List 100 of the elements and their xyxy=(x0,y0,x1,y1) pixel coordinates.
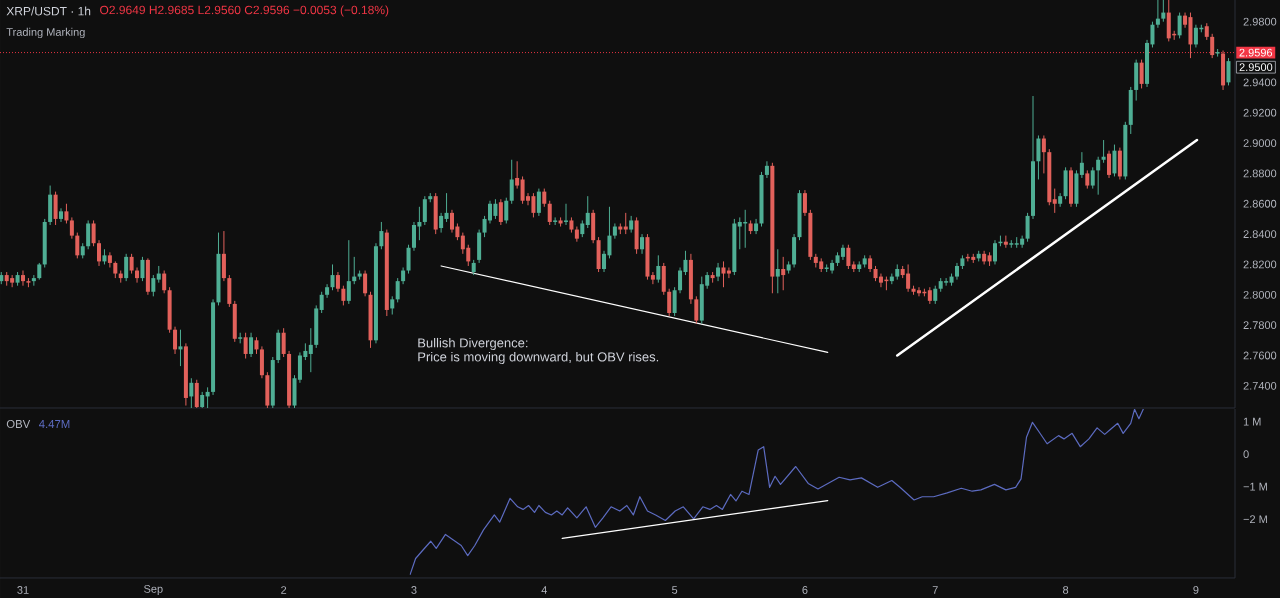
y-tick-label: 2.9200 xyxy=(1243,108,1277,117)
x-tick-label: 6 xyxy=(802,586,808,594)
candlestick xyxy=(640,233,645,255)
candlestick xyxy=(162,270,167,294)
candlestick xyxy=(1079,151,1084,179)
candlestick xyxy=(542,188,547,208)
annotation: Price is moving downward, but OBV rises. xyxy=(418,351,659,365)
candlestick xyxy=(341,285,346,306)
y-tick-label: 2.7400 xyxy=(1243,381,1277,390)
y-tick-label: 2.8600 xyxy=(1243,199,1277,208)
y-tick-label: 1 M xyxy=(1243,417,1261,426)
candlestick xyxy=(1177,12,1182,39)
candlestick xyxy=(346,239,351,305)
candlestick xyxy=(656,254,661,284)
annotation: Bullish Divergence: xyxy=(418,337,528,351)
candlestick xyxy=(178,329,183,367)
y-tick-label: 2.8800 xyxy=(1243,169,1277,178)
candlestick xyxy=(395,277,400,303)
y-tick-label: 2.8000 xyxy=(1243,290,1277,299)
annotation: Trading Marking xyxy=(6,27,85,39)
candlestick xyxy=(173,326,178,355)
candlestick xyxy=(802,189,807,217)
x-tick-label: 4 xyxy=(541,586,548,594)
candlestick xyxy=(20,270,26,287)
x-tick-label: 5 xyxy=(672,586,678,594)
candlestick xyxy=(781,256,786,291)
x-tick-label: 3 xyxy=(411,586,417,594)
candlestick xyxy=(694,295,699,325)
y-tick-label: 2.9400 xyxy=(1243,78,1277,87)
candlestick xyxy=(564,203,569,226)
candlestick xyxy=(439,212,444,234)
candlestick xyxy=(846,244,851,270)
candlestick xyxy=(406,244,411,275)
candlestick xyxy=(1025,212,1030,243)
candlestick xyxy=(75,232,80,259)
candlestick xyxy=(721,260,726,288)
candlestick xyxy=(1096,156,1101,196)
candlestick xyxy=(726,266,731,279)
candlestick xyxy=(612,222,617,240)
y-tick-label: 0 xyxy=(1243,450,1249,459)
x-tick-label: 2 xyxy=(281,586,287,594)
text: OBV xyxy=(6,419,31,428)
y-tick-label: 2.7800 xyxy=(1243,321,1277,330)
y-tick-label: 2.9000 xyxy=(1243,139,1277,147)
annotation: 2.9500 xyxy=(1239,63,1273,72)
candlestick xyxy=(151,274,156,297)
candlestick xyxy=(764,160,769,179)
chart-title: XRP/USDT · 1h xyxy=(6,6,91,16)
candlestick xyxy=(249,332,254,358)
candlestick xyxy=(1226,57,1231,86)
candlestick xyxy=(64,203,69,224)
candlestick xyxy=(107,251,112,268)
candlestick xyxy=(1041,134,1046,174)
candlestick xyxy=(547,200,552,226)
y-tick-label: 2.9800 xyxy=(1243,17,1277,26)
candlestick xyxy=(1085,169,1090,190)
candlestick xyxy=(1101,139,1106,164)
candlestick xyxy=(933,285,938,305)
x-tick-label: 7 xyxy=(932,586,938,594)
candlestick xyxy=(1036,134,1041,180)
candlestick xyxy=(1003,235,1008,249)
y-tick-label: 2.8400 xyxy=(1243,230,1277,238)
candlestick xyxy=(363,270,368,297)
candlestick xyxy=(667,288,672,317)
candlestick xyxy=(281,327,286,358)
x-tick-label: 31 xyxy=(17,586,29,594)
candlestick xyxy=(716,262,721,282)
candlestick xyxy=(140,256,145,282)
candlestick xyxy=(124,253,129,282)
candlestick xyxy=(536,188,541,217)
candlestick xyxy=(1112,144,1117,177)
y-tick-label: −1 M xyxy=(1243,482,1267,491)
candlestick xyxy=(1210,33,1215,59)
y-tick-label: −2 M xyxy=(1243,515,1267,523)
candlestick xyxy=(1161,0,1166,23)
candlestick xyxy=(754,218,759,235)
candlestick xyxy=(91,219,96,247)
candlestick xyxy=(390,295,395,316)
candlestick xyxy=(308,327,313,373)
candlestick xyxy=(422,195,427,226)
y-tick-label: 2.7600 xyxy=(1243,351,1277,360)
candlestick xyxy=(1139,59,1144,89)
candlestick xyxy=(135,266,140,284)
candlestick xyxy=(330,263,335,291)
candlestick xyxy=(335,271,340,293)
chart-subtitle: O2.9649 H2.9685 L2.9560 C2.9596 −0.0053 (−0.18%) xyxy=(100,5,389,17)
ref-line-label: 2.9596 xyxy=(1239,48,1273,57)
candlestick xyxy=(650,271,655,285)
candlestick xyxy=(585,195,590,229)
candlestick xyxy=(69,216,74,240)
text: 4.47M xyxy=(39,420,70,428)
candlestick xyxy=(319,291,324,314)
candlestick xyxy=(775,248,780,294)
candlestick xyxy=(243,332,248,360)
candlestick xyxy=(1090,166,1095,190)
candlestick xyxy=(1155,0,1160,29)
candlestick xyxy=(1052,188,1057,214)
candlestick xyxy=(1107,150,1112,179)
candlestick xyxy=(444,192,449,223)
candlestick xyxy=(509,159,514,205)
